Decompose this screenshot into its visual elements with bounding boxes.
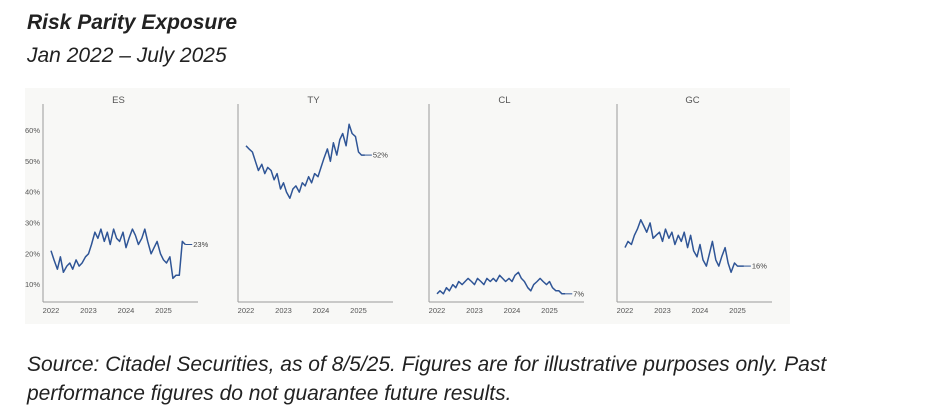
y-tick-label: 60% [25,126,40,135]
x-tick-label: 2023 [80,306,97,315]
x-tick-label: 2024 [692,306,709,315]
end-label-cl: 7% [573,289,584,298]
x-tick-label: 2023 [466,306,483,315]
series-line-gc [624,219,744,274]
page-title: Risk Parity Exposure [27,11,238,34]
x-tick-label: 2025 [729,306,746,315]
end-label-ty: 52% [373,151,388,160]
series-line-es [50,228,186,280]
y-tick-label: 50% [25,157,40,166]
x-tick-label: 2025 [155,306,172,315]
x-tick-label: 2023 [275,306,292,315]
series-line-cl [436,271,566,295]
x-tick-label: 2024 [313,306,330,315]
y-tick-label: 40% [25,188,40,197]
risk-parity-charts: ES 60% 50% 40% 30% 20% 10% 2022 2023 2024 2025 23% T… [25,95,772,315]
x-tick-label: 2022 [43,306,60,315]
panel-title-gc: GC [685,95,699,106]
x-tick-label: 2022 [617,306,634,315]
panel-title-es: ES [112,95,125,106]
y-tick-label: 10% [25,280,40,289]
chart-figure: ES 60% 50% 40% 30% 20% 10% 2022 2023 2024 2025 23% T… [25,88,790,324]
x-tick-label: 2022 [238,306,255,315]
x-tick-label: 2022 [429,306,446,315]
x-tick-label: 2024 [504,306,521,315]
page-subtitle: Jan 2022 – July 2025 [27,44,227,67]
x-tick-label: 2025 [541,306,558,315]
end-label-es: 23% [193,240,208,249]
series-line-ty [245,123,365,199]
y-tick-label: 30% [25,218,40,227]
source-note: Source: Citadel Securities, as of 8/5/25… [27,353,827,405]
panel-title-cl: CL [498,95,510,106]
y-tick-label: 20% [25,249,40,258]
x-tick-label: 2024 [118,306,135,315]
x-tick-label: 2023 [654,306,671,315]
x-tick-label: 2025 [350,306,367,315]
panel-title-ty: TY [307,95,320,106]
end-label-gc: 16% [752,262,767,271]
